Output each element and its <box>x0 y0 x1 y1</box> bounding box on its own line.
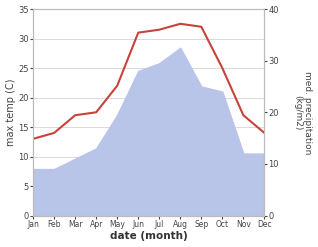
Y-axis label: max temp (C): max temp (C) <box>5 79 16 146</box>
Y-axis label: med. precipitation
(kg/m2): med. precipitation (kg/m2) <box>293 71 313 154</box>
X-axis label: date (month): date (month) <box>110 231 188 242</box>
